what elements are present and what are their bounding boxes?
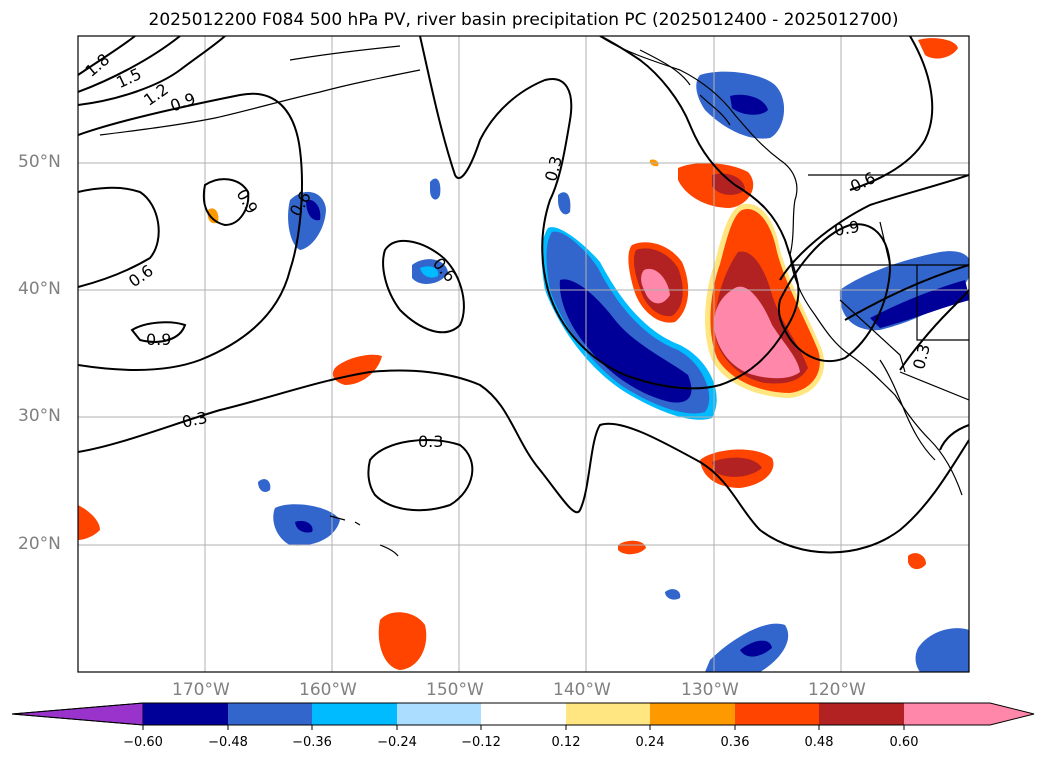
- map-frame: [77, 35, 970, 673]
- lon-label: 120°W: [808, 680, 866, 700]
- colorbar-segment: [228, 703, 312, 725]
- pv-contours: [78, 36, 969, 554]
- contour-label: 0.9: [833, 217, 861, 240]
- colorbar-tick-label: 0.24: [635, 735, 665, 750]
- gridlines: [78, 36, 969, 672]
- lon-label: 140°W: [553, 680, 611, 700]
- positive-precip-areas: [78, 38, 958, 670]
- lat-label: 40°N: [18, 279, 61, 299]
- colorbar-segment: [650, 703, 735, 725]
- contour-label: 0.3: [180, 408, 209, 432]
- colorbar-segment: [481, 703, 566, 725]
- colorbar-tick-label: −0.24: [377, 735, 417, 750]
- colorbar-segment: [312, 703, 397, 725]
- colorbar-tick-label: −0.12: [461, 735, 501, 750]
- colorbar-segment: [397, 703, 481, 725]
- colorbar: [11, 702, 1035, 730]
- lat-label: 20°N: [18, 534, 61, 554]
- colorbar-tick-label: 0.36: [720, 735, 750, 750]
- contour-label: 0.3: [418, 432, 443, 451]
- lon-label: 160°W: [299, 680, 357, 700]
- colorbar-tick-label: 0.12: [551, 735, 581, 750]
- lon-label: 150°W: [426, 680, 484, 700]
- colorbar-extend-low: [11, 702, 144, 726]
- colorbar-tick-label: −0.36: [292, 735, 332, 750]
- colorbar-segment: [143, 703, 228, 725]
- colorbar-segment: [735, 703, 819, 725]
- colorbar-segment: [819, 703, 904, 725]
- colorbar-tick-label: −0.48: [208, 735, 248, 750]
- lon-label: 170°W: [172, 680, 230, 700]
- lat-label: 50°N: [18, 152, 61, 172]
- lat-label: 30°N: [18, 406, 61, 426]
- colorbar-extend-high: [904, 703, 1034, 725]
- lon-label: 130°W: [681, 680, 739, 700]
- colorbar-tick-label: −0.60: [123, 735, 163, 750]
- colorbar-tick-label: 0.48: [804, 735, 834, 750]
- colorbar-tick-label: 0.60: [889, 735, 919, 750]
- contour-label: 0.9: [146, 330, 171, 349]
- map-title: 2025012200 F084 500 hPa PV, river basin …: [148, 10, 899, 30]
- colorbar-segment: [566, 703, 650, 725]
